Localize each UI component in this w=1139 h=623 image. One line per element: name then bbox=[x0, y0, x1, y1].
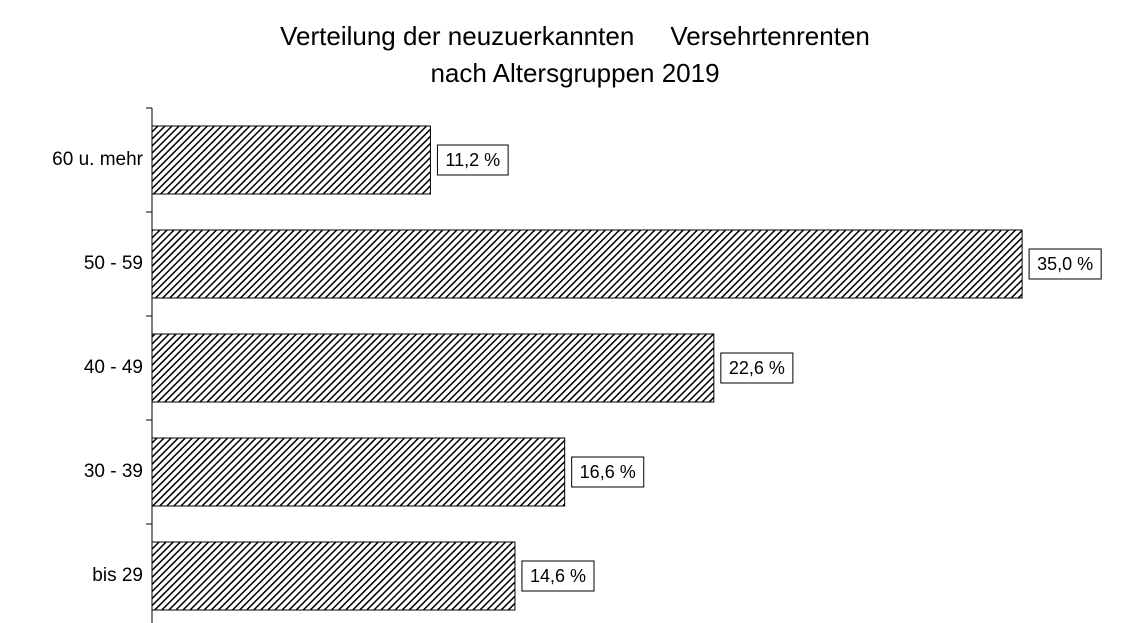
bar bbox=[151, 125, 431, 195]
value-label: 11,2 % bbox=[445, 150, 500, 170]
y-tick-label: 30 - 39 bbox=[84, 461, 143, 482]
value-label: 22,6 % bbox=[729, 358, 785, 378]
value-label: 35,0 % bbox=[1037, 254, 1093, 274]
bar bbox=[151, 437, 566, 507]
bar bbox=[151, 333, 715, 403]
chart-title: Verteilung der neuzuerkannten Versehrten… bbox=[280, 21, 870, 51]
y-tick-label: bis 29 bbox=[92, 565, 143, 586]
bar bbox=[151, 229, 1023, 299]
value-label-box bbox=[571, 456, 645, 488]
value-label-box bbox=[436, 144, 509, 176]
bar bbox=[151, 541, 516, 611]
y-tick-label: 50 - 59 bbox=[84, 253, 143, 274]
y-tick-label: 40 - 49 bbox=[84, 357, 143, 378]
y-tick-label: 60 u. mehr bbox=[52, 149, 143, 170]
value-label: 16,6 % bbox=[580, 462, 636, 482]
value-label-box bbox=[720, 352, 794, 384]
chart-title: nach Altersgruppen 2019 bbox=[430, 58, 719, 88]
value-label: 14,6 % bbox=[530, 566, 586, 586]
value-label-box bbox=[521, 560, 595, 592]
value-label-box bbox=[1028, 248, 1102, 280]
